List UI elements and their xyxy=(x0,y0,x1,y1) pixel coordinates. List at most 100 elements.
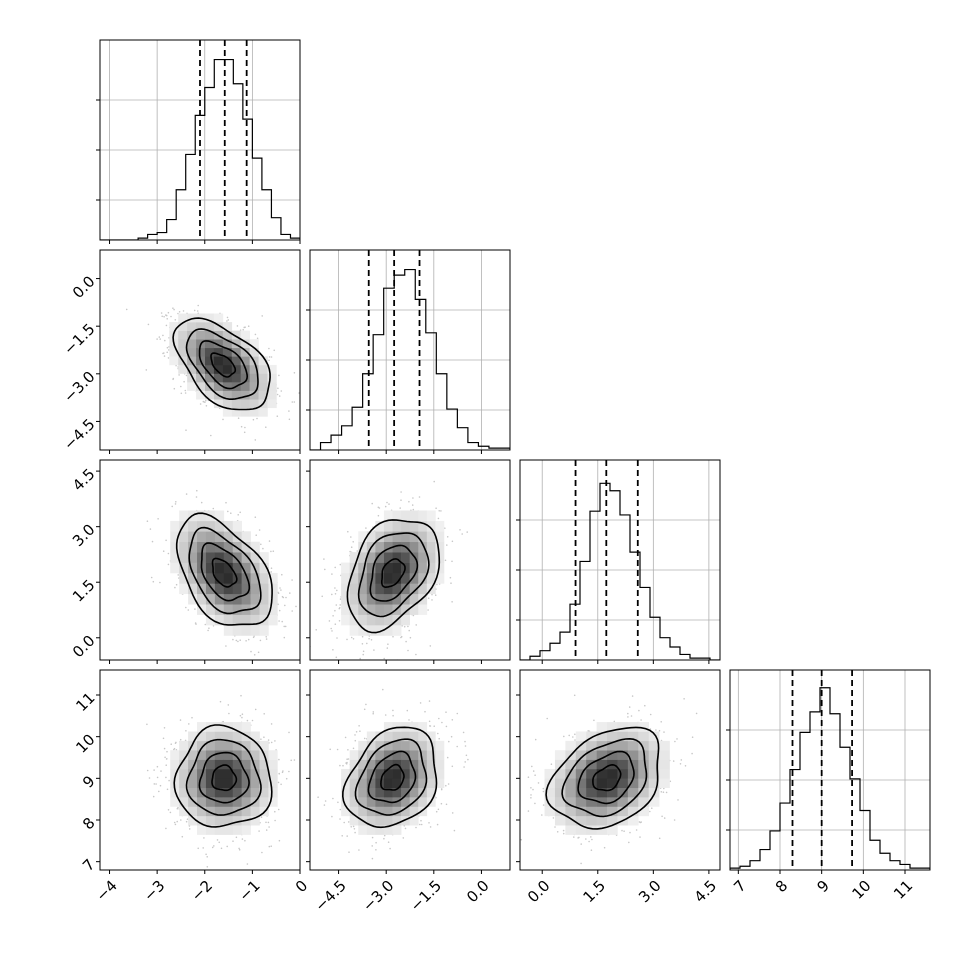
density-cell xyxy=(214,778,225,789)
density-cell xyxy=(231,390,242,400)
density-cell xyxy=(575,787,587,798)
density-cell xyxy=(214,825,225,835)
density-cell xyxy=(188,806,198,817)
density-cell xyxy=(586,815,597,826)
contour-level-3 xyxy=(173,724,273,828)
density-cell xyxy=(250,604,260,615)
density-cell xyxy=(409,604,419,615)
density-cell xyxy=(435,759,445,770)
panel-frame xyxy=(519,459,721,661)
density-cell xyxy=(268,778,278,789)
density-cell xyxy=(196,322,206,331)
density-cell xyxy=(179,778,189,789)
density-cell xyxy=(232,825,242,835)
density-cell xyxy=(375,731,385,742)
density-cell xyxy=(426,520,436,532)
density-cell xyxy=(179,510,189,522)
density-cell xyxy=(409,740,419,751)
density-cell xyxy=(213,313,224,323)
density-cell xyxy=(232,768,242,779)
density-cell xyxy=(418,778,428,789)
density-cell xyxy=(358,759,368,770)
density-cell xyxy=(169,347,179,357)
density-cell xyxy=(232,583,242,595)
density-cell xyxy=(607,806,618,817)
density-cell xyxy=(187,364,197,374)
density-cell xyxy=(349,787,359,798)
density-cell xyxy=(358,572,368,584)
density-cell xyxy=(358,740,368,751)
density-cell xyxy=(401,572,410,584)
density-cell xyxy=(232,593,242,605)
density-cell xyxy=(214,531,225,543)
density-cell xyxy=(586,806,597,817)
density-cell xyxy=(383,562,393,574)
density-cell xyxy=(375,778,385,789)
density-cell xyxy=(241,572,251,584)
density-cell xyxy=(241,787,251,798)
contour-level-3 xyxy=(175,512,273,626)
density-cell xyxy=(648,731,660,742)
density-cell xyxy=(565,797,577,807)
contour-level-0 xyxy=(211,557,238,588)
density-cell xyxy=(392,768,402,779)
density-cell xyxy=(250,740,260,751)
density-cell xyxy=(349,750,359,760)
density-cell xyxy=(240,373,250,383)
contour-level-3 xyxy=(346,519,441,634)
density-cell xyxy=(409,583,419,595)
density-cell xyxy=(205,759,216,770)
density-cell xyxy=(418,531,428,543)
density-cell xyxy=(554,815,566,826)
density-cell xyxy=(426,510,436,522)
density-cell xyxy=(418,740,428,751)
density-cell xyxy=(617,787,629,798)
x-tick-label: 7 xyxy=(730,877,749,896)
density-cell xyxy=(596,731,608,742)
density-cell xyxy=(179,759,189,770)
panel-frame xyxy=(519,669,721,871)
density-cell xyxy=(383,806,393,817)
density-cell xyxy=(213,399,224,409)
density-cell xyxy=(565,787,577,798)
density-cell xyxy=(375,572,385,584)
density-cell xyxy=(375,614,385,626)
density-cell xyxy=(249,364,259,374)
density-cell xyxy=(188,768,198,779)
density-content xyxy=(146,694,296,868)
density-cell xyxy=(268,593,278,605)
density-cell xyxy=(375,520,385,532)
density-cell xyxy=(596,797,608,807)
density-cell xyxy=(586,797,597,807)
density-cell xyxy=(638,740,650,751)
density-cell xyxy=(214,520,225,532)
density-cell xyxy=(188,562,198,574)
density-cell xyxy=(627,750,639,760)
density-cell xyxy=(349,768,359,779)
density-cell xyxy=(426,759,436,770)
density-cell xyxy=(205,583,216,595)
density-cell xyxy=(213,382,224,391)
density-cell xyxy=(222,322,233,331)
density-cell xyxy=(596,750,608,760)
density-cell xyxy=(435,750,445,760)
density-cell xyxy=(179,572,189,584)
density-cell xyxy=(250,625,260,636)
contour-level-3 xyxy=(172,317,271,411)
density-cell xyxy=(240,382,250,391)
density-cell xyxy=(214,614,225,626)
y-tick-label: 4.5 xyxy=(69,465,99,495)
density-cell xyxy=(223,552,234,563)
contour-level-1 xyxy=(200,542,251,602)
x-tick-label: −3 xyxy=(140,877,168,905)
density-cell xyxy=(392,625,402,636)
density-cell xyxy=(205,825,216,835)
density-cell xyxy=(232,722,242,732)
density-cell xyxy=(170,520,180,532)
density-cell xyxy=(341,562,350,574)
density-cell xyxy=(214,722,225,732)
density-cell xyxy=(383,825,393,835)
density-cell xyxy=(544,797,556,807)
density-cell xyxy=(638,731,650,742)
density-cell xyxy=(213,347,224,357)
